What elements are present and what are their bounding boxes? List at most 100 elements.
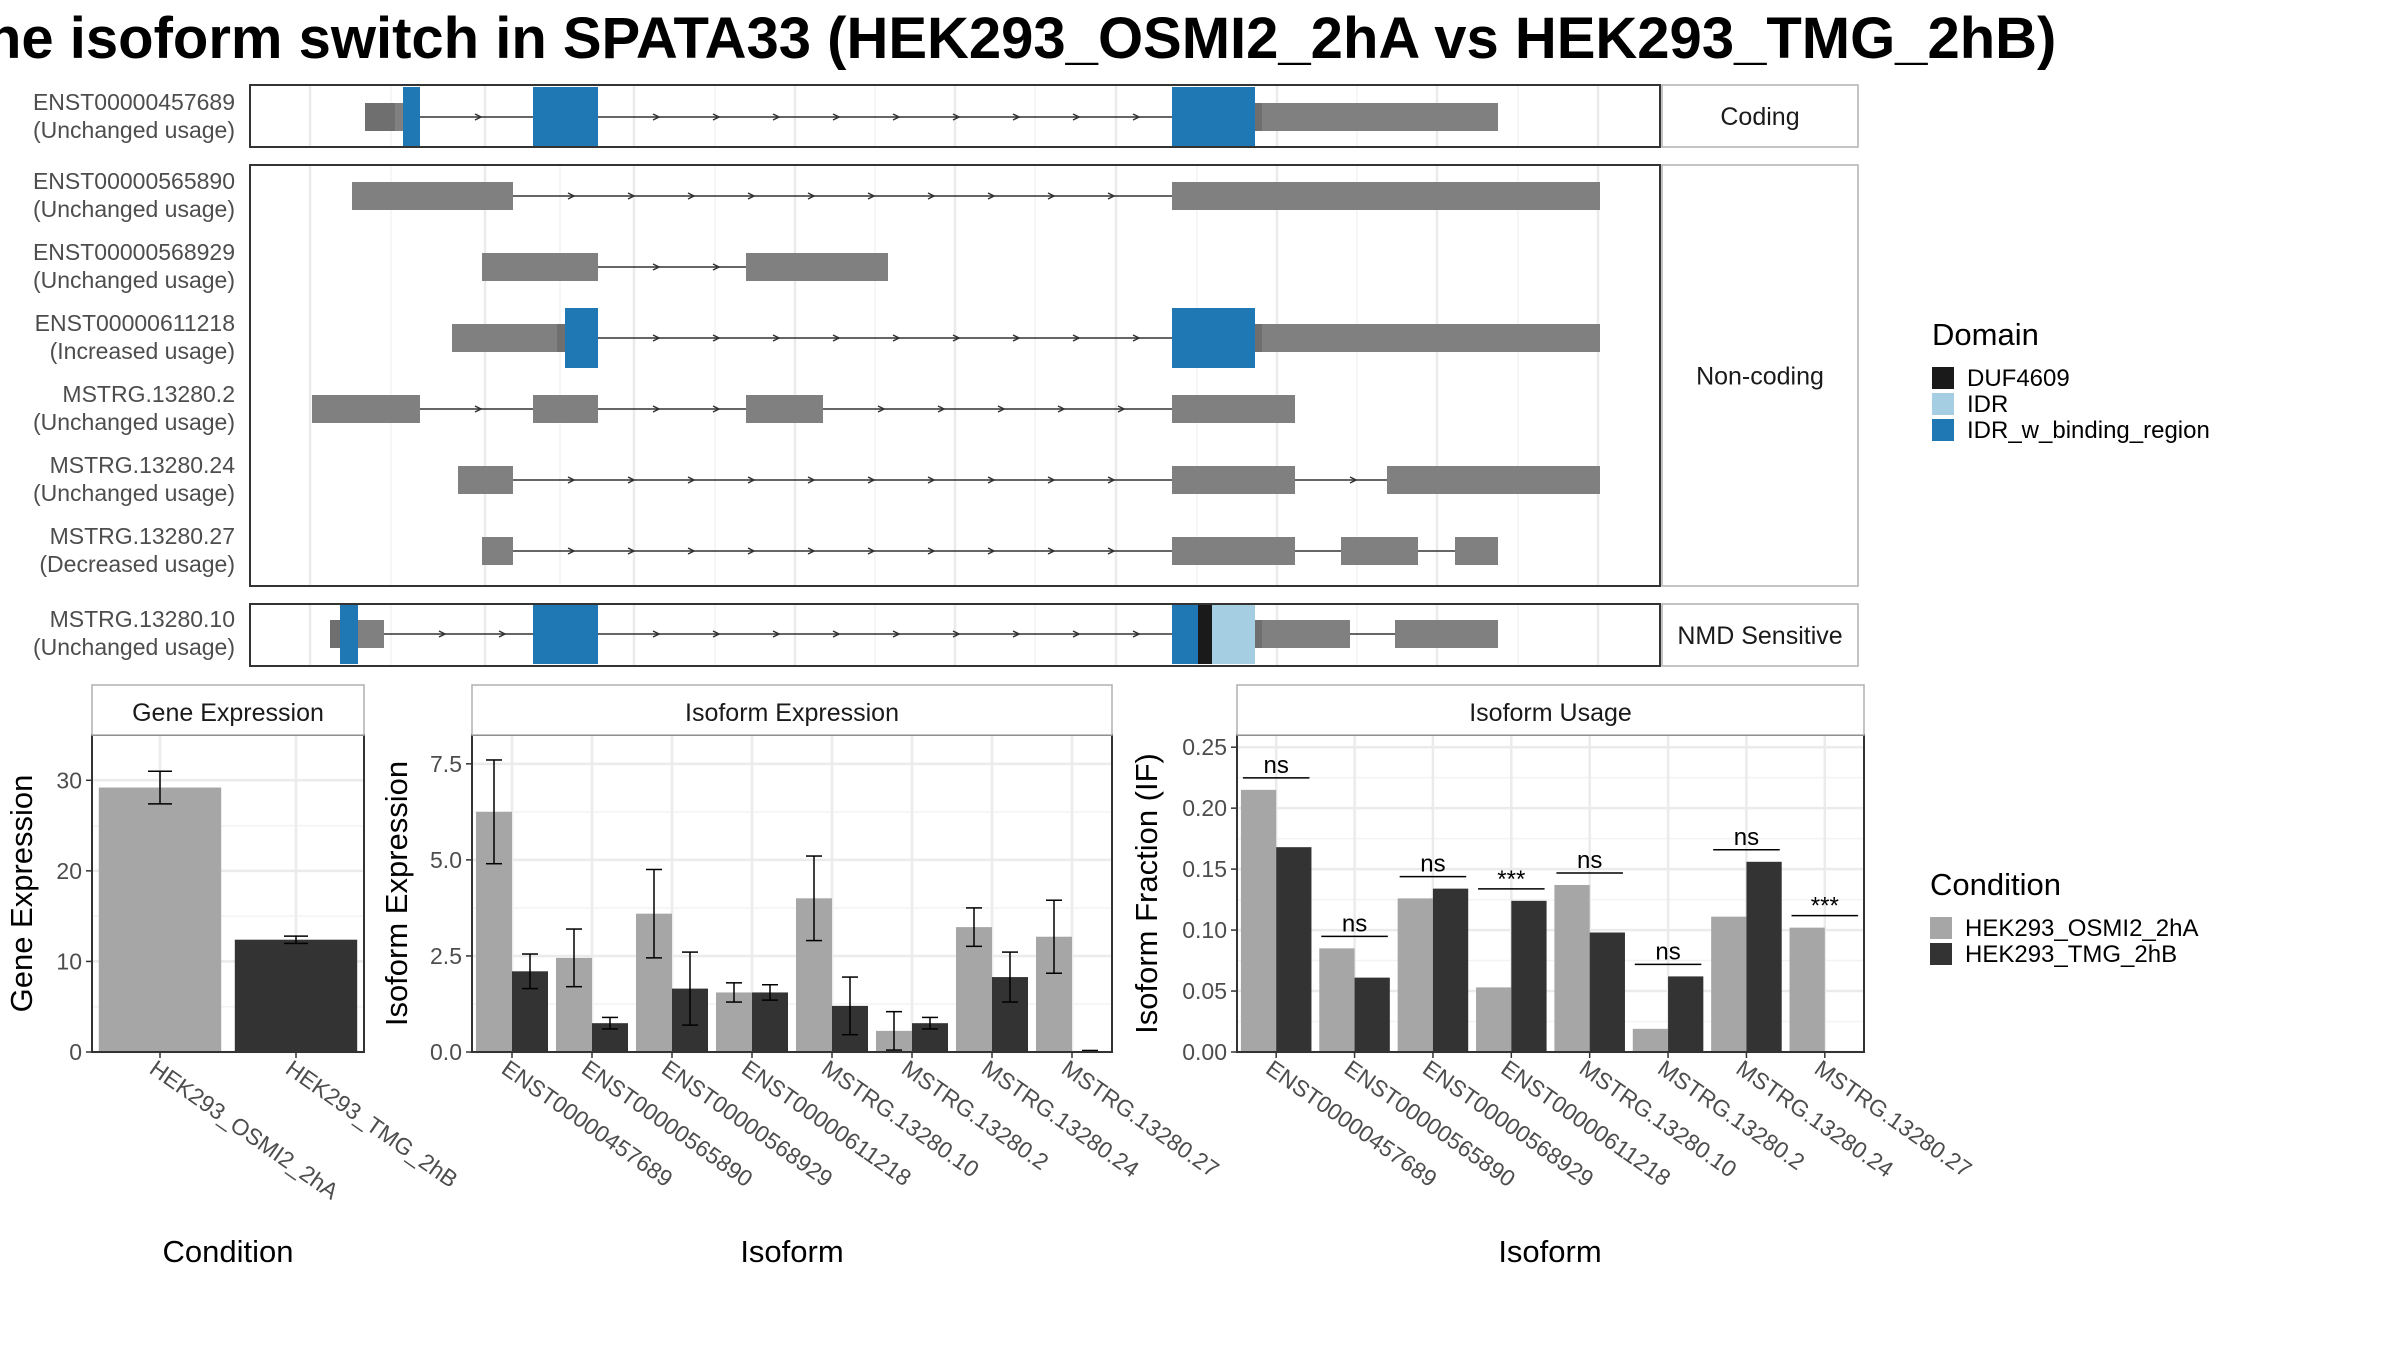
significance-label: ns: [1577, 847, 1602, 874]
transcript-id-label: MSTRG.13280.27: [50, 523, 235, 549]
panel-strip: [91, 684, 365, 736]
transcript-usage-label: (Unchanged usage): [33, 409, 235, 435]
intron-arrow: [1047, 547, 1056, 555]
intron-arrow: [474, 113, 483, 121]
exon-block: [1172, 395, 1295, 423]
x-axis-title: Isoform: [1498, 1234, 1601, 1269]
x-axis-title: Condition: [163, 1234, 294, 1269]
y-tick-label: 0: [69, 1039, 82, 1065]
domain-legend-title: Domain: [1932, 317, 2039, 352]
intron-arrow: [652, 113, 661, 121]
intron-arrow: [927, 547, 936, 555]
intron-arrow: [712, 113, 721, 121]
domain-block: [1212, 604, 1255, 664]
y-axis-title: Gene Expression: [4, 775, 39, 1013]
intron-arrow: [474, 405, 483, 413]
exon-block: [452, 324, 557, 352]
bar: [752, 992, 788, 1052]
domain-block: [340, 604, 358, 664]
intron-arrow: [877, 405, 886, 413]
significance-label: ***: [1811, 893, 1839, 920]
transcript-usage-label: (Unchanged usage): [33, 196, 235, 222]
bar: [1632, 1028, 1669, 1052]
chart-panel-2: 0.00 0.05 0.10 0.15 0.20 0.25 ns ns ns *** ns ns ns *…: [1129, 684, 1977, 1269]
intron-arrow: [1072, 334, 1081, 342]
panel-title: Isoform Expression: [685, 699, 899, 727]
domain-legend-label: IDR: [1967, 391, 2008, 418]
bar: [1476, 987, 1512, 1052]
group-strip: [1661, 84, 1859, 148]
condition-legend-key: [1930, 917, 1952, 939]
transcript-id-label: ENST00000568929: [33, 239, 235, 265]
exon-block: [458, 466, 513, 494]
domain-block: [1172, 87, 1255, 147]
intron-arrow: [1132, 113, 1141, 121]
y-tick-label: 7.5: [430, 751, 462, 777]
panel-title: Isoform Usage: [1469, 699, 1632, 727]
intron-arrow: [772, 334, 781, 342]
domain-block: [1198, 604, 1212, 664]
intron-arrow: [652, 405, 661, 413]
significance-label: ns: [1655, 938, 1680, 965]
transcript-usage-label: (Unchanged usage): [33, 267, 235, 293]
intron-arrow: [1012, 630, 1021, 638]
condition-legend-title: Condition: [1930, 867, 2061, 902]
intron-arrow: [1107, 547, 1116, 555]
utr-block: [557, 324, 565, 352]
x-axis-title: Isoform: [740, 1234, 843, 1269]
intron-arrow: [927, 476, 936, 484]
utr-block: [1255, 324, 1262, 352]
bar: [1668, 976, 1704, 1052]
intron-arrow: [832, 113, 841, 121]
transcript-structure-panel: ENST00000457689(Unchanged usage) CodingEN…: [33, 84, 1859, 667]
legends: Domain Condition DUF4609IDRIDR_w_binding…: [1930, 317, 2210, 968]
intron-arrow: [1057, 405, 1066, 413]
exon-block: [1395, 620, 1498, 648]
intron-arrow: [1072, 630, 1081, 638]
significance-label: ***: [1497, 866, 1525, 893]
transcript-panel-border: [249, 603, 1661, 667]
condition-legend-label: HEK293_OSMI2_2hA: [1965, 915, 2198, 942]
intron-arrow: [747, 192, 756, 200]
domain-legend-label: IDR_w_binding_region: [1967, 417, 2210, 444]
intron-arrow: [927, 192, 936, 200]
transcript-panel-border: [249, 84, 1661, 148]
transcript-panel-border: [249, 164, 1661, 587]
domain-block: [533, 604, 598, 664]
domain-legend-key: [1932, 419, 1954, 441]
group-label: NMD Sensitive: [1677, 622, 1842, 650]
intron-arrow: [747, 476, 756, 484]
significance-label: ns: [1734, 824, 1759, 851]
intron-arrow: [652, 334, 661, 342]
group-strip: [1661, 603, 1859, 667]
intron-arrow: [952, 630, 961, 638]
exon-block: [482, 253, 598, 281]
intron-arrow: [987, 547, 996, 555]
transcript-usage-label: (Increased usage): [50, 338, 235, 364]
intron-arrow: [807, 476, 816, 484]
intron-arrow: [832, 334, 841, 342]
panel-title: Gene Expression: [132, 699, 324, 727]
transcript-id-label: ENST00000611218: [35, 310, 235, 336]
y-tick-label: 5.0: [430, 847, 462, 873]
intron-arrow: [987, 192, 996, 200]
exon-block: [1260, 620, 1350, 648]
intron-arrow: [687, 476, 696, 484]
intron-arrow: [652, 630, 661, 638]
domain-legend-label: DUF4609: [1967, 365, 2070, 392]
intron-arrow: [1012, 334, 1021, 342]
intron-arrow: [712, 263, 721, 271]
y-tick-label: 0.25: [1182, 734, 1227, 760]
significance-label: ns: [1264, 752, 1289, 779]
intron-arrow: [1012, 113, 1021, 121]
intron-arrow: [1107, 192, 1116, 200]
group-label: Coding: [1720, 103, 1799, 131]
intron-arrow: [687, 547, 696, 555]
intron-arrow: [772, 113, 781, 121]
figure-title: he isoform switch in SPATA33 (HEK293_OSM…: [0, 6, 2056, 71]
bar: [1397, 898, 1433, 1052]
exon-block: [533, 395, 598, 423]
y-tick-label: 20: [56, 858, 82, 884]
intron-arrow: [627, 476, 636, 484]
